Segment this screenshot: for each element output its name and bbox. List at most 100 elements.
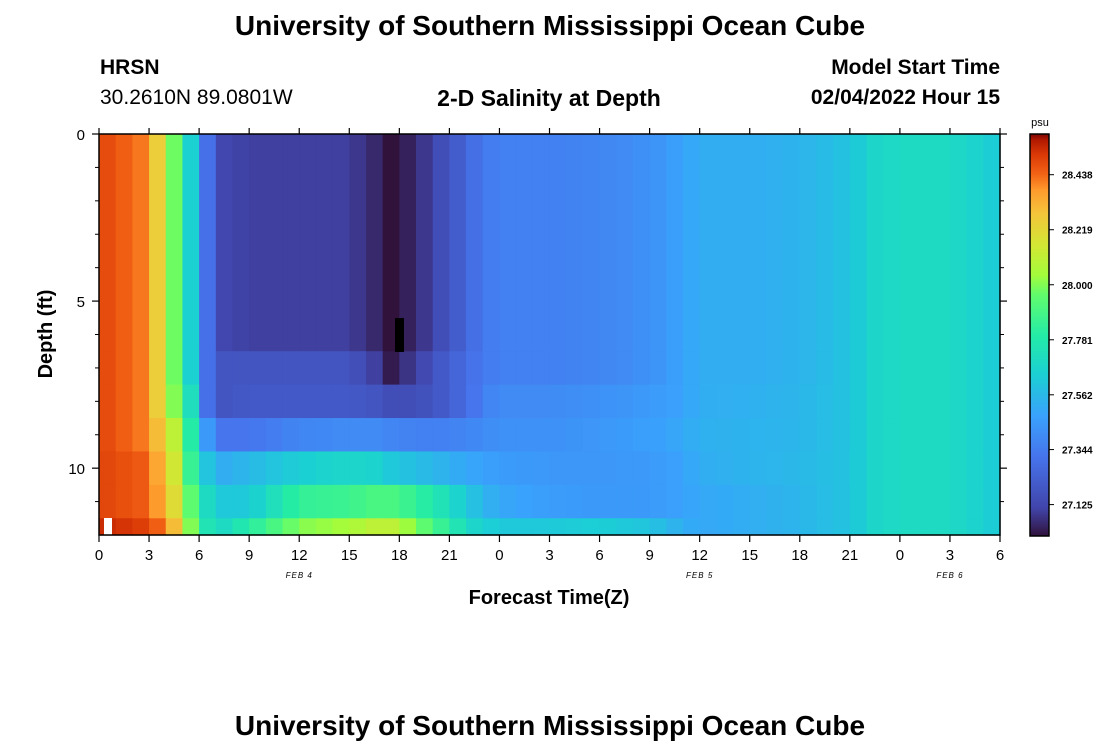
heat-cell (349, 384, 367, 419)
heat-cell (666, 134, 684, 352)
heat-cell (799, 134, 818, 352)
heat-cell (399, 451, 417, 486)
heat-cell (315, 351, 334, 386)
heat-cell (766, 418, 784, 453)
date-label: FEB 4 (286, 571, 313, 580)
heat-cell (899, 384, 918, 419)
heat-cell (215, 418, 234, 453)
model-start-value: 02/04/2022 Hour 15 (810, 86, 1000, 109)
date-label: FEB 5 (686, 571, 713, 580)
heat-cell (332, 134, 350, 352)
heat-cell (115, 484, 133, 519)
heatmap-cells (99, 134, 1001, 536)
heat-cell (833, 484, 851, 519)
heat-cell (482, 418, 501, 453)
heat-cell (115, 518, 133, 536)
heat-cell (382, 451, 400, 486)
data-marker-black (395, 318, 404, 352)
heat-cell (315, 134, 334, 352)
colorbar-tick-label: 27.781 (1062, 336, 1093, 347)
heat-cell (149, 518, 167, 536)
heat-cell (799, 518, 818, 536)
heat-cell (666, 484, 684, 519)
colorbar-tick-label: 27.562 (1062, 391, 1093, 402)
x-tick-label: 18 (791, 547, 808, 564)
heat-cell (916, 451, 934, 486)
heat-cell (349, 351, 367, 386)
heat-cell (949, 384, 968, 419)
heat-cell (249, 351, 267, 386)
heat-cell (933, 451, 951, 486)
heat-cell (866, 384, 884, 419)
heat-cell (883, 518, 901, 536)
heat-cell (833, 384, 851, 419)
heat-cell (249, 418, 267, 453)
x-tick-label: 15 (741, 547, 758, 564)
heat-cell (132, 384, 150, 419)
heat-cell (165, 418, 184, 453)
heat-cell (466, 351, 484, 386)
colorbar-tick-label: 27.344 (1062, 446, 1093, 457)
heat-cell (916, 351, 934, 386)
heat-cell (365, 451, 384, 486)
heat-cell (849, 351, 868, 386)
x-tick-label: 12 (691, 547, 708, 564)
heat-cell (966, 384, 984, 419)
station-coordinates: 30.2610N 89.0801W (100, 86, 293, 109)
colorbar-tick-label: 27.125 (1062, 501, 1093, 512)
heat-cell (733, 484, 751, 519)
heat-cell (883, 134, 901, 352)
heat-cell (616, 134, 634, 352)
heat-cell (432, 351, 450, 386)
heat-cell (449, 518, 467, 536)
heat-cell (99, 484, 117, 519)
heat-cell (282, 134, 300, 352)
heat-cell (199, 351, 217, 386)
heat-cell (365, 134, 384, 352)
heat-cell (332, 451, 350, 486)
heat-cell (432, 418, 450, 453)
heat-cell (666, 418, 684, 453)
heat-cell (382, 384, 400, 419)
heat-cell (149, 384, 167, 419)
heat-cell (816, 134, 834, 352)
heat-cell (966, 451, 984, 486)
heat-cell (265, 451, 284, 486)
heat-cell (749, 134, 768, 352)
heat-cell (682, 384, 701, 419)
heat-cell (165, 518, 184, 536)
heat-cell (632, 451, 651, 486)
heat-cell (949, 134, 968, 352)
heat-cell (99, 418, 117, 453)
heat-cell (699, 351, 717, 386)
heat-cell (599, 451, 617, 486)
heat-cell (449, 451, 467, 486)
x-tick-label: 3 (145, 547, 153, 564)
heat-cell (232, 518, 250, 536)
heat-cell (516, 134, 534, 352)
heat-cell (716, 518, 734, 536)
heat-cell (983, 134, 1001, 352)
y-axis-label: Depth (ft) (35, 290, 57, 379)
heat-cell (265, 518, 284, 536)
y-axis: 0 5 10 (68, 127, 1007, 503)
heat-cell (532, 484, 551, 519)
heat-cell (215, 384, 234, 419)
heat-cell (382, 418, 400, 453)
heat-cell (649, 518, 667, 536)
heat-cell (983, 351, 1001, 386)
heat-cell (582, 451, 601, 486)
heat-cell (365, 484, 384, 519)
heat-cell (582, 384, 601, 419)
x-tick-label: 21 (841, 547, 858, 564)
heat-cell (282, 351, 300, 386)
colorbar (1029, 133, 1050, 537)
heat-cell (499, 451, 517, 486)
heat-cell (199, 451, 217, 486)
heat-cell (482, 451, 501, 486)
heat-cell (382, 134, 400, 352)
heat-cell (449, 484, 467, 519)
heat-cell (232, 484, 250, 519)
heat-cell (165, 351, 184, 386)
heat-cell (749, 351, 768, 386)
